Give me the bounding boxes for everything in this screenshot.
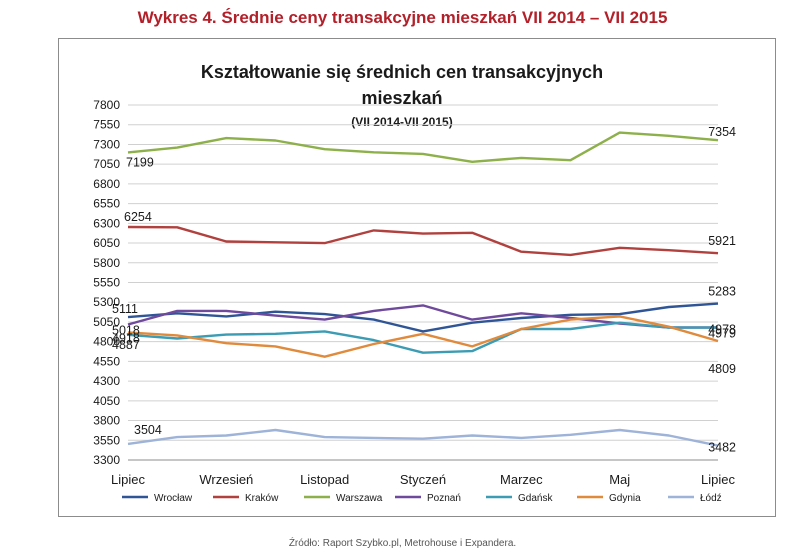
y-tick-label: 7550 xyxy=(93,118,120,132)
chart-heading: Wykres 4. Średnie ceny transakcyjne mies… xyxy=(137,8,668,27)
y-tick-label: 3550 xyxy=(93,433,120,447)
chart-title-line2: mieszkań xyxy=(361,88,442,108)
data-label: 5921 xyxy=(708,234,736,248)
x-tick-label: Wrzesień xyxy=(199,472,253,487)
data-label: 5111 xyxy=(112,302,138,316)
series-line-4 xyxy=(127,321,719,354)
y-tick-label: 3800 xyxy=(93,414,120,428)
legend-entry: Kraków xyxy=(245,493,279,504)
data-label: 5283 xyxy=(708,285,736,299)
x-tick-label: Lipiec xyxy=(111,472,145,487)
legend-entry: Gdańsk xyxy=(518,493,553,504)
data-label: 4809 xyxy=(708,362,736,376)
series-line-0 xyxy=(127,302,719,333)
x-tick-label: Maj xyxy=(609,472,630,487)
legend-entry: Gdynia xyxy=(609,493,641,504)
y-tick-label: 4300 xyxy=(93,374,120,388)
y-tick-label: 6800 xyxy=(93,177,120,191)
y-tick-label: 5050 xyxy=(93,315,120,329)
source-note: Źródło: Raport Szybko.pl, Metrohouse i E… xyxy=(288,538,517,549)
y-tick-label: 6050 xyxy=(93,236,120,250)
chart-title-line1: Kształtowanie się średnich cen transakcy… xyxy=(201,62,603,82)
chart-subtitle: (VII 2014-VII 2015) xyxy=(351,115,452,129)
x-tick-label: Lipiec xyxy=(701,472,735,487)
y-tick-label: 5300 xyxy=(93,295,120,309)
data-label: 3482 xyxy=(708,441,736,455)
y-tick-label: 7300 xyxy=(93,137,120,151)
y-tick-label: 4550 xyxy=(93,354,120,368)
data-label: 4918 xyxy=(112,331,140,345)
y-tick-label: 7050 xyxy=(93,157,120,171)
data-label: 4979 xyxy=(708,327,736,341)
y-tick-label: 6300 xyxy=(93,216,120,230)
data-label: 6254 xyxy=(124,210,152,224)
y-tick-label: 6550 xyxy=(93,197,120,211)
data-label: 4887 xyxy=(112,338,140,352)
data-label: 7199 xyxy=(126,155,154,169)
series-line-5 xyxy=(127,315,719,358)
legend-entry: Wrocław xyxy=(154,493,193,504)
y-tick-label: 4800 xyxy=(93,335,120,349)
legend-entry: Warszawa xyxy=(336,493,383,504)
x-tick-label: Marzec xyxy=(500,472,543,487)
data-label: 7354 xyxy=(708,125,736,139)
y-tick-label: 7800 xyxy=(93,98,120,112)
series-line-1 xyxy=(127,225,719,257)
x-tick-label: Styczeń xyxy=(400,472,446,487)
data-label: 4978 xyxy=(708,323,736,337)
legend-entry: Poznań xyxy=(427,493,461,504)
data-label: 3504 xyxy=(134,423,162,437)
series-line-2 xyxy=(127,131,719,164)
legend-entry: Łódź xyxy=(700,493,722,504)
y-tick-label: 5550 xyxy=(93,276,120,290)
x-tick-label: Listopad xyxy=(300,472,349,487)
data-label: 5018 xyxy=(112,323,140,337)
series-line-6 xyxy=(127,428,719,447)
y-tick-label: 4050 xyxy=(93,394,120,408)
y-tick-label: 3300 xyxy=(93,453,120,467)
y-tick-label: 5800 xyxy=(93,256,120,270)
